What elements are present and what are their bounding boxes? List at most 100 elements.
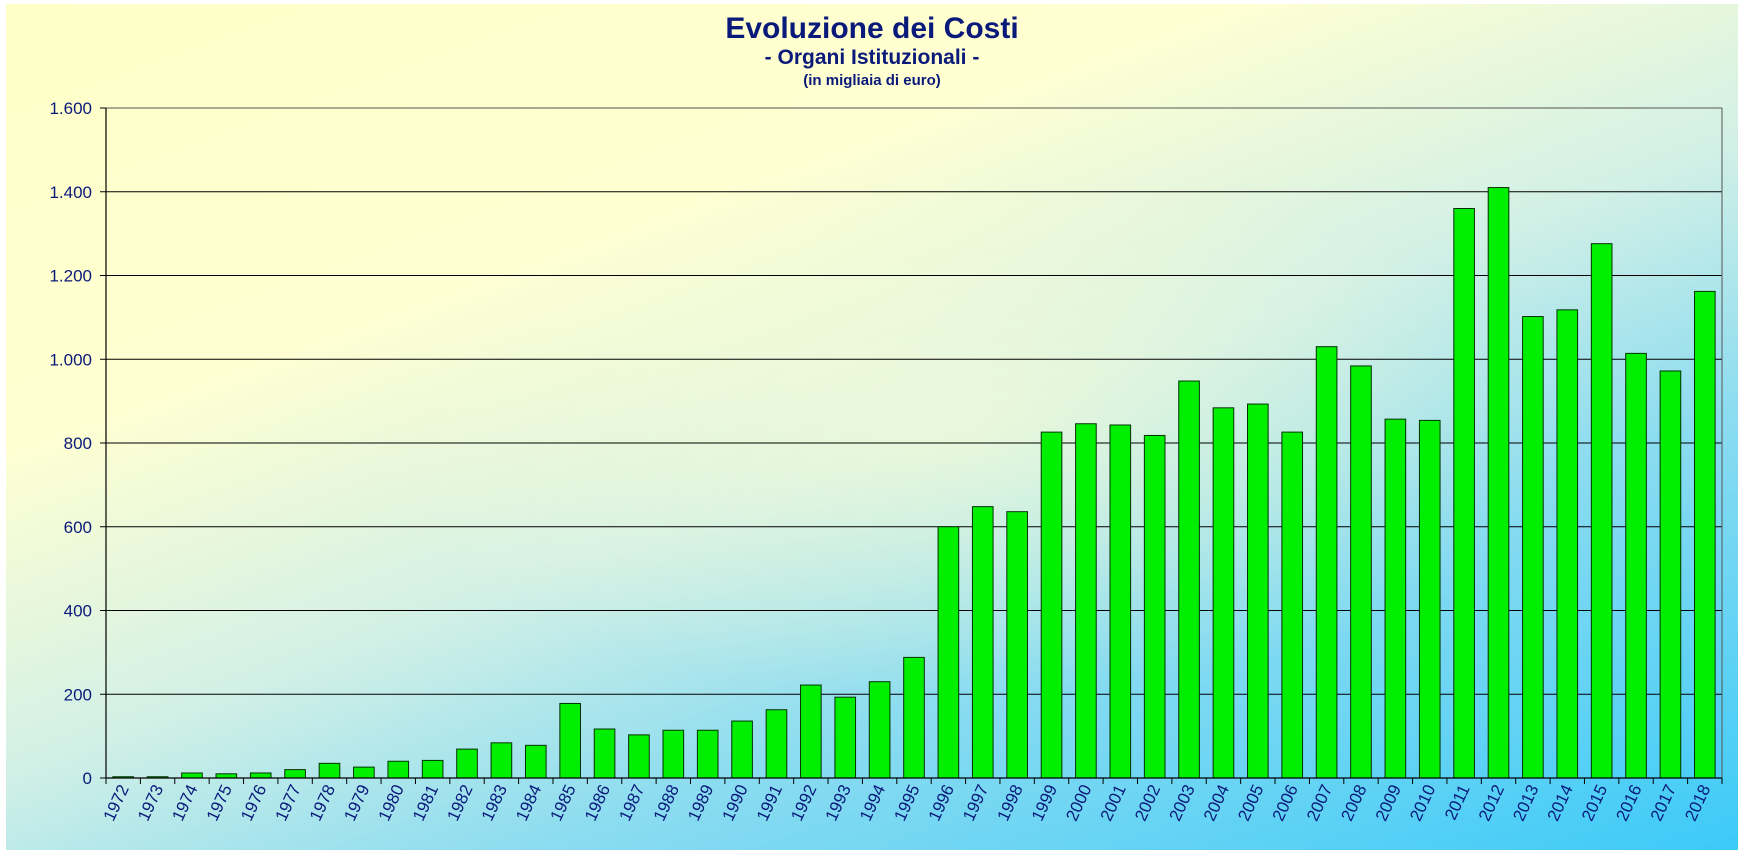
- x-tick-label: 1973: [134, 782, 167, 824]
- bar: [800, 684, 822, 779]
- x-tick-label: 1992: [787, 782, 820, 824]
- x-tick-label: 2002: [1131, 782, 1164, 824]
- bar: [1075, 423, 1097, 779]
- bar: [181, 772, 203, 779]
- y-tick-label: 0: [83, 769, 92, 788]
- x-tick-label: 1981: [409, 782, 442, 824]
- x-tick-label: 1975: [203, 782, 236, 824]
- bar: [1453, 208, 1475, 779]
- bar: [353, 766, 375, 779]
- bar: [662, 729, 685, 779]
- x-tick-label: 1990: [719, 782, 752, 824]
- x-tick-label: 2003: [1165, 782, 1198, 824]
- bar: [1418, 419, 1441, 779]
- x-tick-label: 1996: [925, 782, 958, 824]
- bar: [1384, 418, 1407, 779]
- x-tick-label: 1988: [650, 782, 683, 824]
- x-tick-label: 2006: [1269, 782, 1302, 824]
- bar: [696, 729, 719, 779]
- x-tick-label: 2008: [1337, 782, 1370, 824]
- chart-subtitle: - Organi Istituzionali -: [764, 46, 980, 69]
- x-tick-label: 2007: [1303, 782, 1336, 824]
- bar: [868, 681, 891, 779]
- x-tick-label: 1980: [375, 782, 408, 824]
- x-tick-label: 1987: [615, 782, 648, 824]
- bar: [318, 762, 341, 779]
- bar: [937, 526, 960, 779]
- x-tick-label: 2001: [1097, 782, 1130, 824]
- bar: [1350, 365, 1372, 779]
- bar: [628, 734, 650, 779]
- x-tick-label: 2010: [1406, 782, 1439, 824]
- bar: [1556, 309, 1579, 779]
- x-tick-label: 2017: [1647, 782, 1680, 824]
- bar: [387, 760, 410, 779]
- x-tick-label: 1974: [168, 782, 201, 824]
- x-tick-label: 2018: [1681, 782, 1714, 824]
- bar: [215, 773, 238, 779]
- x-tick-label: 2013: [1509, 782, 1542, 824]
- bar: [1178, 380, 1200, 779]
- x-tick-label: 2014: [1544, 782, 1577, 824]
- x-tick-label: 1993: [822, 782, 855, 824]
- bar: [284, 769, 306, 779]
- y-tick-label: 800: [64, 434, 92, 453]
- x-tick-label: 2000: [1062, 782, 1095, 824]
- x-tick-label: 1979: [340, 782, 373, 824]
- bar: [834, 696, 857, 779]
- bar: [1693, 290, 1716, 779]
- x-tick-label: 1989: [684, 782, 717, 824]
- x-tick-label: 1977: [272, 782, 305, 824]
- bar: [456, 748, 478, 779]
- x-tick-label: 1982: [443, 782, 476, 824]
- x-tick-label: 2012: [1475, 782, 1508, 824]
- bar: [1625, 352, 1647, 779]
- bar: [1247, 403, 1269, 779]
- bar: [249, 772, 272, 779]
- x-tick-label: 1972: [100, 782, 133, 824]
- bar: [490, 742, 513, 779]
- x-tick-label: 2015: [1578, 782, 1611, 824]
- bar: [765, 709, 788, 779]
- bar: [593, 728, 616, 779]
- bar: [524, 744, 547, 779]
- x-tick-label: 1999: [1028, 782, 1061, 824]
- y-tick-label: 1.000: [49, 350, 92, 369]
- x-tick-label: 2016: [1612, 782, 1645, 824]
- x-tick-label: 1986: [581, 782, 614, 824]
- x-tick-label: 2005: [1234, 782, 1267, 824]
- x-tick-label: 1983: [478, 782, 511, 824]
- y-tick-label: 600: [64, 518, 92, 537]
- x-tick-label: 1997: [959, 782, 992, 824]
- bar: [1281, 431, 1304, 779]
- x-tick-label: 1995: [890, 782, 923, 824]
- y-tick-label: 1.400: [49, 183, 92, 202]
- bar: [1590, 243, 1613, 779]
- bar: [421, 759, 444, 779]
- bar: [1040, 431, 1063, 779]
- chart-title: Evoluzione dei Costi: [725, 12, 1019, 45]
- y-tick-label: 1.200: [49, 267, 92, 286]
- x-tick-label: 1978: [306, 782, 339, 824]
- bar: [1522, 316, 1544, 779]
- y-tick-label: 200: [64, 685, 92, 704]
- x-tick-label: 1998: [994, 782, 1027, 824]
- bar: [1143, 434, 1166, 779]
- bar: [1212, 407, 1235, 779]
- x-tick-label: 1976: [237, 782, 270, 824]
- bar: [1487, 187, 1510, 779]
- x-tick-label: 2011: [1441, 782, 1474, 823]
- bar: [559, 702, 581, 779]
- bar: [1006, 511, 1028, 779]
- x-tick-label: 1991: [753, 782, 786, 824]
- bar: [731, 720, 753, 779]
- bar: [1109, 424, 1132, 779]
- bar: [1315, 346, 1338, 779]
- bar: [971, 506, 994, 779]
- x-tick-label: 1985: [547, 782, 580, 824]
- bar: [1659, 370, 1682, 779]
- y-tick-label: 400: [64, 602, 92, 621]
- chart-frame: Evoluzione dei Costi - Organi Istituzion…: [6, 4, 1738, 850]
- bar: [903, 656, 925, 779]
